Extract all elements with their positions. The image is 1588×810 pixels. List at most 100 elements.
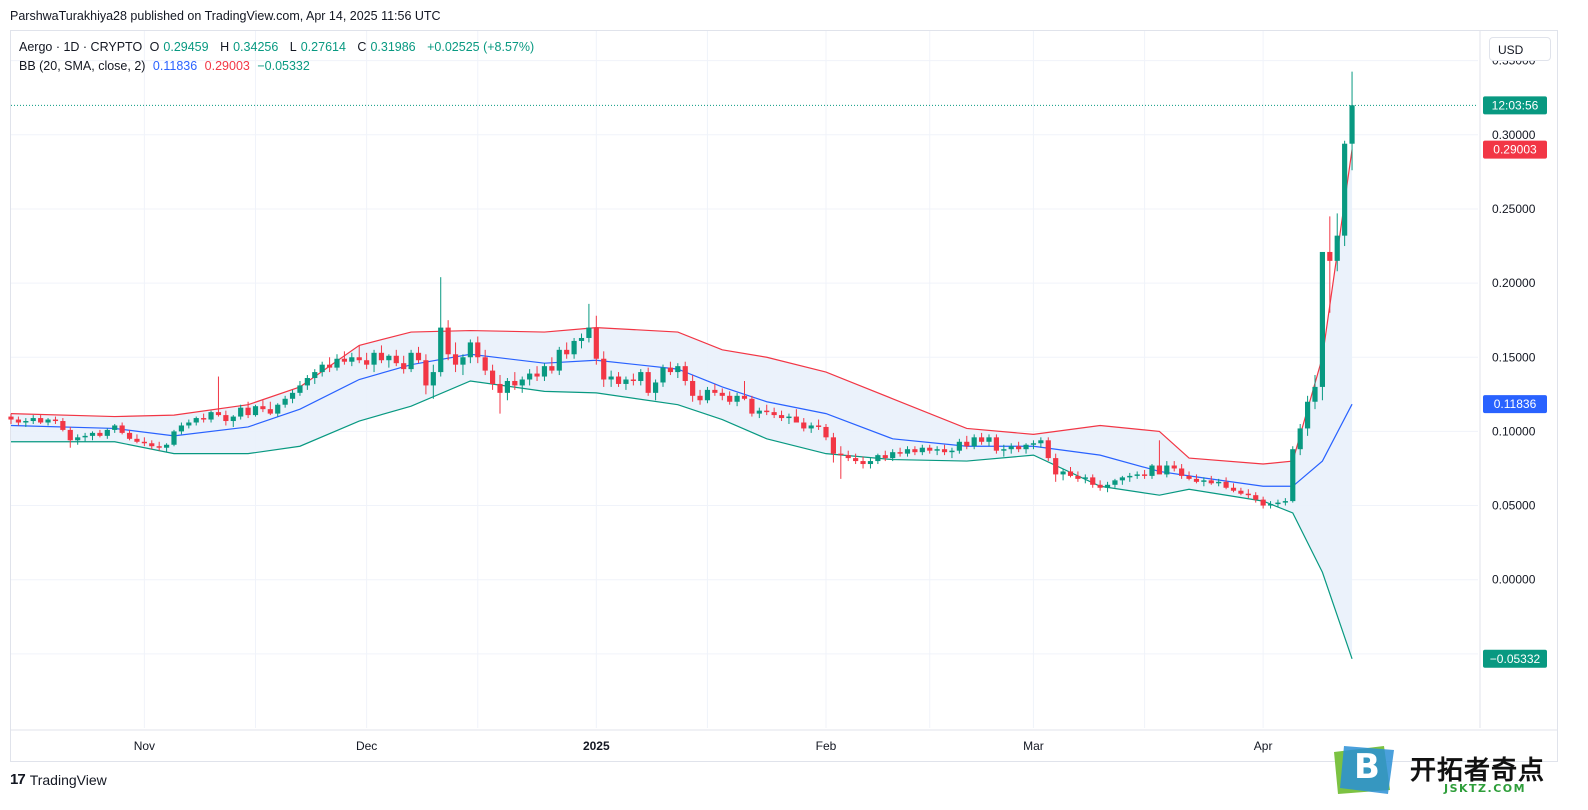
candle-body [860, 461, 866, 465]
candle-body [786, 416, 792, 419]
candle-body [201, 418, 207, 420]
y-tick-label: 0.30000 [1492, 128, 1536, 142]
candle-body [297, 385, 303, 393]
candle-body [1179, 468, 1185, 476]
candle-body [1053, 458, 1059, 475]
candle-body [934, 449, 940, 451]
candle-body [549, 366, 555, 371]
candle-body [460, 357, 466, 365]
high-value: 0.34256 [233, 40, 279, 54]
candle-body [438, 327, 444, 373]
open-value: 0.29459 [163, 40, 209, 54]
candle-body [904, 449, 911, 454]
candle-body [408, 352, 414, 370]
candle-body [971, 437, 977, 447]
candle-body [882, 455, 888, 459]
candle-body [875, 455, 881, 462]
candle-body [1119, 477, 1125, 481]
candle-body [67, 429, 73, 441]
candle-body [1156, 465, 1163, 475]
candle-body [141, 441, 147, 444]
watermark-domain: JSKTZ.COM [1444, 782, 1527, 795]
candle-body [89, 432, 96, 436]
candle-body [853, 458, 859, 462]
candle-body [1238, 490, 1244, 494]
candle-body [260, 406, 266, 410]
candle-body [282, 398, 288, 405]
candle-body [1141, 474, 1148, 476]
candle-body [793, 416, 799, 423]
price-tag [1483, 96, 1547, 115]
watermark-title: 开拓者奇点 [1410, 756, 1546, 786]
candle-body [423, 360, 429, 386]
y-tick-label: 0.05000 [1492, 499, 1536, 513]
candle-body [1334, 235, 1340, 261]
candle-body [1104, 484, 1111, 488]
candle-body [230, 416, 236, 422]
candle-body [489, 370, 496, 384]
candle-body [956, 441, 962, 451]
candle-body [941, 449, 948, 453]
candle-body [378, 352, 385, 361]
candle-body [1342, 143, 1348, 236]
bb-lower-line [11, 380, 1353, 659]
low-value: 0.27614 [300, 40, 346, 54]
candle-body [30, 418, 36, 422]
candle-body [1127, 475, 1133, 478]
candle-body [97, 432, 103, 436]
tradingview-logo[interactable]: 17 TradingView [10, 771, 107, 788]
candle-body [1193, 478, 1200, 482]
candle-body [504, 380, 511, 393]
candle-body [830, 437, 837, 454]
candle-body [764, 410, 770, 413]
candle-body [1045, 440, 1051, 459]
bb-upper-value: 0.29003 [204, 59, 250, 73]
candle-body [771, 412, 777, 416]
candle-body [712, 389, 718, 393]
candle-body [964, 441, 970, 447]
candle-body [1349, 105, 1355, 144]
candle-body [1216, 481, 1222, 484]
candle-body [1067, 471, 1074, 476]
candle-body [1171, 465, 1177, 469]
candle-body [749, 398, 755, 414]
price-tag [1483, 140, 1547, 159]
symbol-label[interactable]: Aergo · 1D · CRYPTO [19, 40, 143, 54]
candle-body [727, 395, 733, 402]
candle-body [104, 429, 110, 436]
candle-body [275, 404, 281, 414]
candle-body [334, 358, 340, 368]
candle-body [564, 349, 570, 355]
candle-body [519, 379, 525, 386]
candle-body [630, 379, 636, 381]
candle-body [38, 418, 44, 423]
x-tick-label: Feb [816, 739, 837, 753]
candle-body [497, 383, 503, 393]
candle-body [1112, 480, 1118, 485]
candle-body [897, 452, 903, 454]
candle-body [593, 327, 599, 359]
candle-body [163, 444, 170, 448]
candle-body [482, 357, 488, 371]
candle-body [756, 410, 762, 414]
candle-body [186, 422, 192, 426]
publisher-line: ParshwaTurakhiya28 published on TradingV… [10, 9, 441, 23]
candle-body [75, 437, 81, 441]
candle-body [1164, 465, 1170, 475]
candle-body [845, 455, 851, 459]
currency-button[interactable]: USD [1489, 37, 1551, 61]
candle-body [1016, 446, 1022, 450]
candle-body [1030, 443, 1037, 445]
legend-row-bb: BB (20, SMA, close, 2) 0.11836 0.29003 −… [19, 57, 538, 76]
candle-body [82, 435, 88, 438]
bb-indicator-label[interactable]: BB (20, SMA, close, 2) [19, 59, 146, 73]
bb-lower-value: −0.05332 [257, 59, 310, 73]
candle-body [1082, 477, 1088, 479]
candle-body [645, 372, 651, 393]
tradingview-mark-icon: 17 [10, 771, 26, 788]
candle-body [556, 349, 562, 371]
close-label: C [357, 40, 367, 54]
